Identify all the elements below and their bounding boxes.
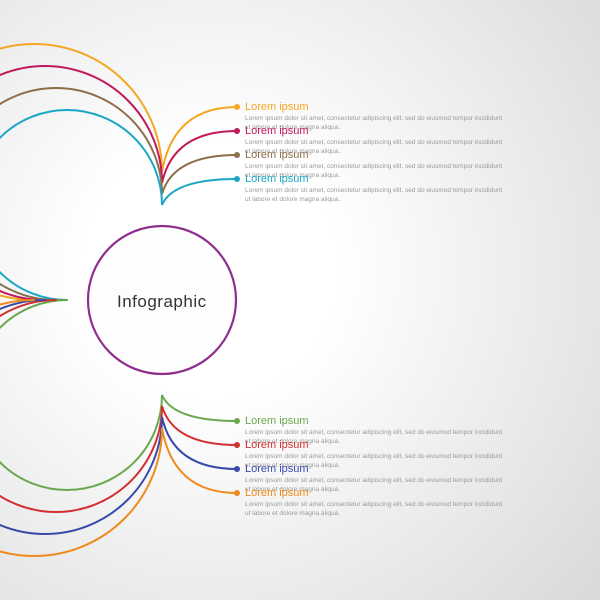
top-item-title-1: Lorem ipsum xyxy=(245,125,505,137)
top-dot-2 xyxy=(234,152,240,158)
top-item-3: Lorem ipsum Lorem ipsum dolor sit amet, c… xyxy=(245,173,505,205)
bottom-item-title-1: Lorem ipsum xyxy=(245,439,505,451)
top-dot-0 xyxy=(234,104,240,110)
top-arc-2 xyxy=(0,88,237,300)
top-dot-3 xyxy=(234,176,240,182)
bottom-item-3: Lorem ipsum Lorem ipsum dolor sit amet, c… xyxy=(245,487,505,519)
top-item-title-3: Lorem ipsum xyxy=(245,173,505,185)
bottom-arc-0 xyxy=(0,300,237,490)
infographic-stage: Infographic Lorem ipsum Lorem ipsum dolor… xyxy=(0,0,600,600)
bottom-item-title-0: Lorem ipsum xyxy=(245,415,505,427)
center-circle-label: Infographic xyxy=(117,292,207,312)
bottom-item-body-3: Lorem ipsum dolor sit amet, consectetur … xyxy=(245,501,505,519)
bottom-arc-3 xyxy=(0,300,237,556)
top-item-title-2: Lorem ipsum xyxy=(245,149,505,161)
top-arc-3 xyxy=(0,110,237,300)
top-arc-0 xyxy=(0,44,237,300)
bottom-item-title-2: Lorem ipsum xyxy=(245,463,505,475)
top-item-title-0: Lorem ipsum xyxy=(245,101,505,113)
bottom-dot-0 xyxy=(234,418,240,424)
top-arc-1 xyxy=(0,66,237,300)
bottom-arc-1 xyxy=(0,300,237,512)
bottom-dot-1 xyxy=(234,442,240,448)
bottom-dot-3 xyxy=(234,490,240,496)
top-dot-1 xyxy=(234,128,240,134)
bottom-dot-2 xyxy=(234,466,240,472)
top-item-body-3: Lorem ipsum dolor sit amet, consectetur … xyxy=(245,187,505,205)
bottom-item-title-3: Lorem ipsum xyxy=(245,487,505,499)
bottom-arc-2 xyxy=(0,300,237,534)
